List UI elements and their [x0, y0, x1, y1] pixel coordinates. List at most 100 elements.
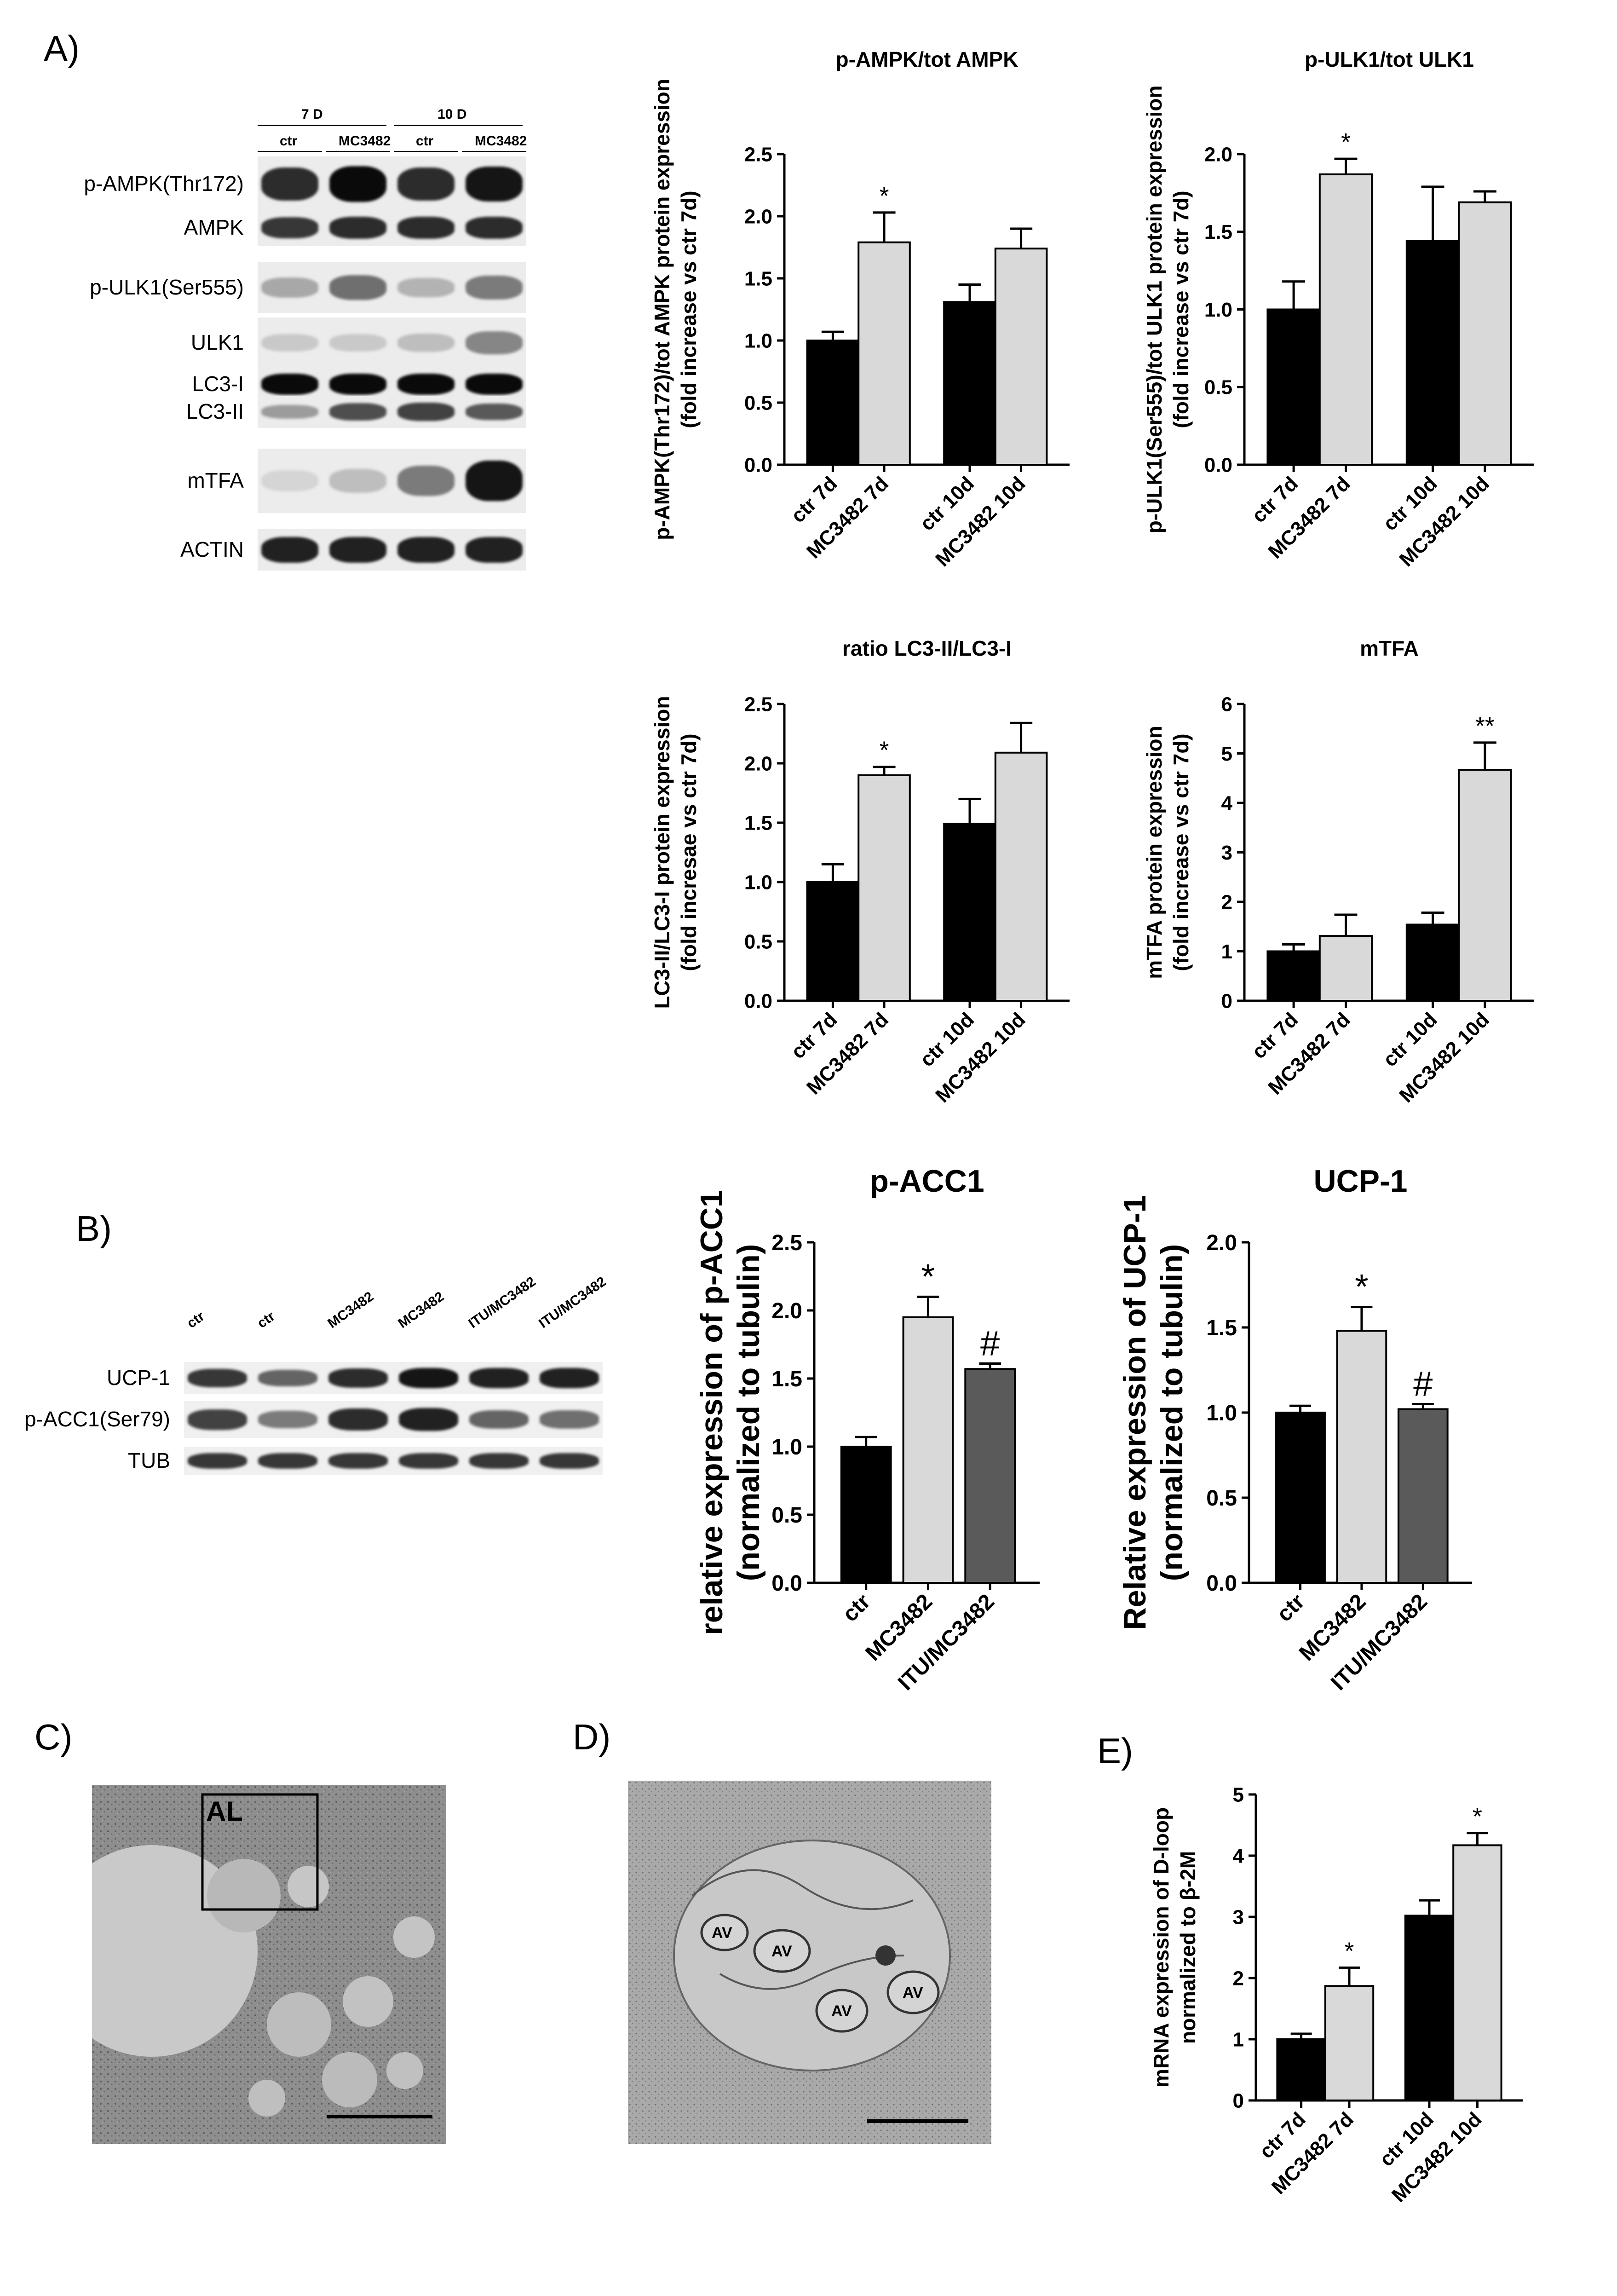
- y-tick-label: 1.0: [1204, 299, 1232, 321]
- panel-letter-b: B): [76, 1208, 112, 1249]
- y-tick-label: 0.0: [744, 990, 772, 1012]
- bar: [1318, 935, 1373, 1002]
- blot-b-band: [188, 1409, 247, 1430]
- panel-letter-d: D): [573, 1717, 611, 1757]
- category-label: ITU/MC3482: [893, 1589, 999, 1695]
- blot-b-band: [469, 1410, 529, 1429]
- blot-a-band: [329, 334, 386, 352]
- blot-a-band: [466, 537, 523, 563]
- chart-ampk: p-AMPK/tot AMPK 0.0 0.5 1.0 1.5 2.0 2.5 p-AMPK(…: [650, 47, 1070, 571]
- chart-title: ratio LC3-II/LC3-I: [842, 636, 1012, 660]
- blot-a-lane-line: [258, 151, 322, 152]
- blot-a-band: [329, 537, 386, 563]
- blot-b-strip: [184, 1401, 603, 1438]
- y-tick-label: 2.5: [771, 1231, 802, 1255]
- category-label: MC3482 10d: [931, 472, 1030, 571]
- chart-ucp1: UCP-1 0.0 0.5 1.0 1.5 2.0 Relative expression …: [1117, 1164, 1472, 1695]
- chart-title: p-ACC1: [869, 1164, 984, 1199]
- bar: [1266, 950, 1321, 1002]
- av-label-3: AV: [831, 2002, 852, 2020]
- micrograph-d-image: [628, 1781, 991, 2144]
- blot-b-band: [328, 1368, 388, 1388]
- blot-a-row-label: p-ULK1(Ser555): [90, 275, 244, 299]
- micrograph-d: AV AV AV AV: [628, 1781, 991, 2144]
- blot-a-band: [261, 277, 318, 298]
- y-tick-label: 1.0: [744, 871, 772, 894]
- blot-b-lane-label: ITU/MC3482: [536, 1274, 609, 1332]
- y-tick-label: 6: [1221, 693, 1232, 715]
- y-tick-label: 3: [1221, 842, 1232, 864]
- blot-a-band: [329, 217, 386, 239]
- blot-a-band: [397, 537, 455, 563]
- bar: [1275, 1412, 1326, 1584]
- blot-a-group-label-0: 7 D: [301, 107, 323, 122]
- y-tick-label: 0.0: [771, 1571, 802, 1596]
- micrograph-c-image: [92, 1785, 446, 2144]
- blot-a-band: [329, 275, 386, 300]
- category-label: MC3482 10d: [1395, 1008, 1494, 1107]
- blot-b-strip: [184, 1447, 603, 1475]
- blot-a-band: [397, 374, 455, 395]
- y-tick-label: 4: [1233, 1845, 1244, 1867]
- blot-b-band: [258, 1411, 317, 1428]
- bar: [964, 1368, 1016, 1584]
- blot-a-band: [329, 374, 386, 395]
- blot-a-band: [466, 331, 523, 355]
- blot-a-group-line-0: [258, 125, 386, 126]
- category-label: MC3482 10d: [1395, 472, 1494, 571]
- y-tick-label: 0.0: [744, 454, 772, 476]
- blot-b-band: [328, 1453, 388, 1469]
- blot-b-band: [399, 1367, 458, 1389]
- blot-b-row-label: p-ACC1(Ser79): [24, 1407, 170, 1431]
- y-axis-label: (fold increase vs ctr 7d): [1169, 733, 1193, 971]
- blot-a-band: [261, 537, 318, 563]
- y-tick-label: 4: [1221, 792, 1233, 814]
- chart-title: UCP-1: [1313, 1164, 1407, 1199]
- blot-a-band: [261, 334, 318, 352]
- y-tick-label: 1: [1233, 2028, 1244, 2051]
- category-label: MC3482 7d: [1267, 2108, 1358, 2198]
- y-axis-label: p-ULK1(Ser555)/tot ULK1 protein expressi…: [1142, 86, 1166, 534]
- y-tick-label: 1.5: [1204, 221, 1232, 243]
- y-tick-label: 0.5: [771, 1503, 802, 1528]
- blot-b-band: [258, 1370, 317, 1386]
- blot-a-band: [466, 167, 523, 202]
- bar: [806, 881, 860, 1002]
- y-axis-label: (fold increase vs ctr 7d): [677, 190, 701, 428]
- y-axis-label: normalized to β-2M: [1176, 1851, 1200, 2044]
- y-tick-label: 1.5: [744, 267, 772, 290]
- bar: [1452, 1844, 1502, 2101]
- blot-a-band: [261, 470, 318, 492]
- y-tick-label: 0: [1233, 2089, 1244, 2112]
- blot-b-band: [469, 1453, 529, 1469]
- significance-mark: #: [1413, 1365, 1433, 1404]
- y-tick-label: 1.0: [744, 329, 772, 352]
- blot-a-row-label: LC3-I: [192, 372, 244, 396]
- y-tick-label: 1: [1221, 940, 1232, 963]
- bar: [1266, 308, 1321, 466]
- blot-b-lane-label: ctr: [184, 1309, 207, 1332]
- blot-a-lane-line: [394, 151, 458, 152]
- blot-a-band: [329, 469, 386, 493]
- blot-a-group-label-1: 10 D: [437, 107, 467, 122]
- blot-a-lane-label: ctr: [416, 133, 434, 149]
- y-tick-label: 0.5: [1204, 376, 1232, 399]
- blot-a-band: [397, 403, 455, 421]
- bar: [1458, 201, 1512, 466]
- y-axis-label: p-AMPK(Thr172)/tot AMPK protein expressi…: [650, 79, 674, 540]
- blot-a-band: [397, 167, 455, 201]
- blot-a-lane-label: ctr: [280, 133, 298, 149]
- blot-b-band: [399, 1408, 458, 1431]
- blot-a-band: [397, 333, 455, 352]
- y-tick-label: 1.0: [1206, 1401, 1237, 1425]
- blot-b-band: [540, 1453, 599, 1469]
- bar: [857, 774, 911, 1002]
- blot-b-band: [540, 1410, 599, 1429]
- y-tick-label: 2: [1233, 1967, 1244, 1990]
- y-tick-label: 2.0: [1206, 1231, 1237, 1255]
- blot-b-band: [258, 1453, 317, 1469]
- chart-mtfa: mTFA 0 1 2 3 4 5 6 mTFA protein expression (fold …: [1142, 636, 1534, 1107]
- y-tick-label: 1.5: [1206, 1316, 1237, 1340]
- blot-b-band: [469, 1368, 529, 1388]
- panel-letter-e: E): [1097, 1731, 1133, 1771]
